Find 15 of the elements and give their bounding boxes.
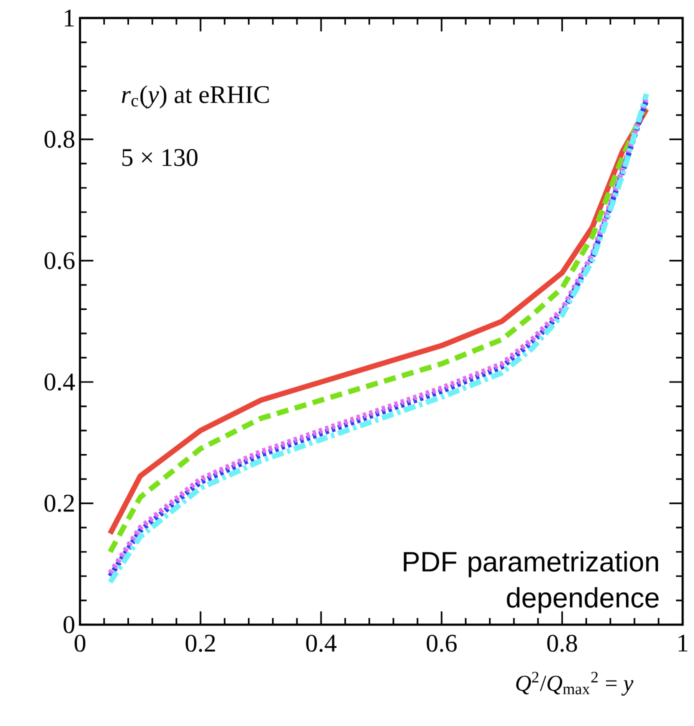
y-tick-label: 1 [64,10,74,26]
x-tick-label: 0.4 [306,634,337,652]
y-tick-label: 0.2 [44,494,74,512]
y-tick-label: 0.4 [44,373,75,391]
x-tick-label: 0.2 [186,634,215,652]
x-axis-title: Q$^{2}$/Q$_{max}$$^{2}$ = y [516,672,634,696]
x-tick-label: 0.6 [426,634,457,652]
annotation: 5 × 130 [122,148,198,166]
y-tick-label: 0 [64,616,74,634]
y-tick-label: 0.6 [44,252,75,270]
x-tick-label: 1 [678,634,688,652]
annotation: r$_{c}$(y) at eRHIC [122,85,269,108]
x-tick-label: 0.8 [547,634,577,652]
y-tick-label: 0.8 [44,130,74,148]
annotation: PDF parametrization dependence [404,551,659,614]
